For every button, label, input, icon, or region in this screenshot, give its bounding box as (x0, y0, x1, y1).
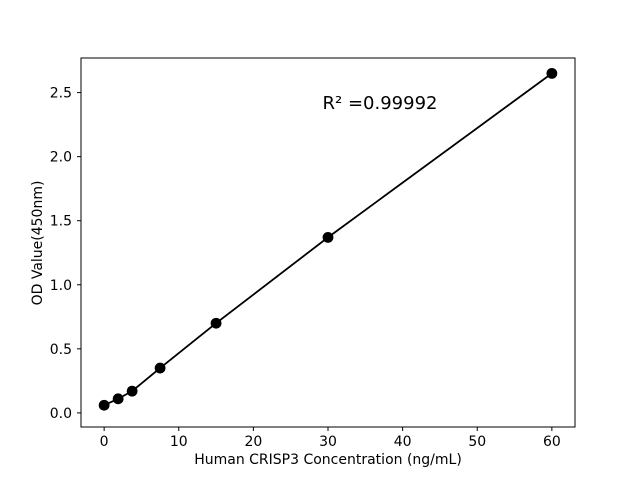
data-point (126, 385, 138, 397)
data-point (210, 317, 222, 329)
x-tick-label: 50 (468, 434, 486, 450)
y-tick-label: 2.5 (50, 86, 72, 102)
y-tick-label: 0.5 (50, 342, 72, 358)
data-point (112, 393, 124, 405)
y-tick-label: 1.0 (50, 278, 72, 294)
x-tick-label: 10 (170, 434, 188, 450)
x-tick-label: 60 (543, 434, 561, 450)
plot-area: 0 10 20 30 40 50 60 0.0 0.5 1.0 1.5 2.0 2.5 (50, 57, 576, 450)
x-tick-label: 20 (244, 434, 262, 450)
data-point (546, 67, 558, 79)
y-tick-label: 0.0 (50, 406, 72, 422)
data-point (98, 399, 110, 411)
y-tick-label: 1.5 (50, 214, 72, 230)
r-squared-annotation: R² =0.99992 (323, 93, 438, 114)
y-tick-label: 2.0 (50, 150, 72, 166)
data-point (322, 231, 334, 243)
x-tick-label: 0 (100, 434, 109, 450)
x-tick-label: 30 (319, 434, 337, 450)
x-tick-label: 40 (394, 434, 412, 450)
y-axis-label: OD Value(450nm) (30, 181, 46, 306)
x-axis-label: Human CRISP3 Concentration (ng/mL) (194, 452, 462, 468)
data-point (154, 362, 166, 374)
